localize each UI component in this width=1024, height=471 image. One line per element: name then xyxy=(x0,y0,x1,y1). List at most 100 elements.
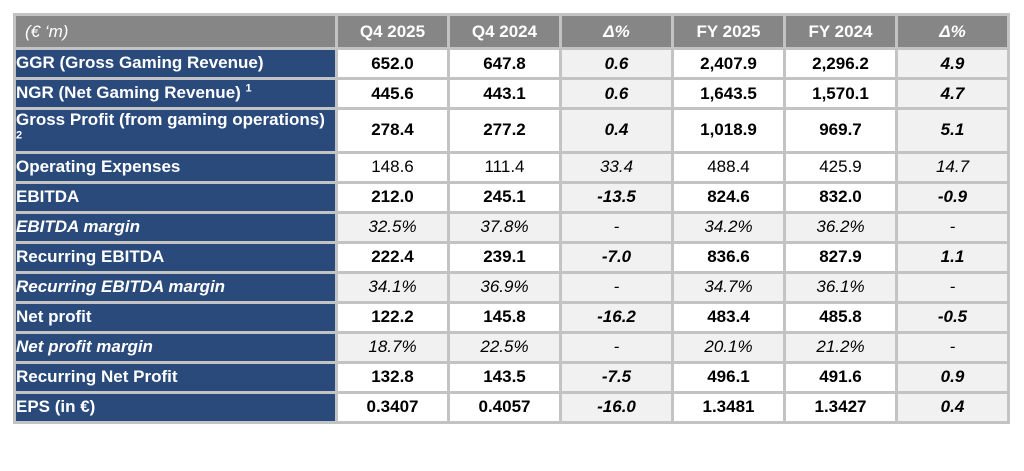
value-cell: 5.1 xyxy=(895,107,1010,154)
value-cell: 278.4 xyxy=(335,107,450,154)
row-label: EBITDA margin xyxy=(13,210,338,244)
value-cell: 277.2 xyxy=(447,107,562,154)
value-cell: -7.0 xyxy=(559,240,674,274)
value-cell: 37.8% xyxy=(447,210,562,244)
value-cell: 145.8 xyxy=(447,300,562,334)
row-label-text: Net profit xyxy=(16,307,92,327)
row-label: Operating Expenses xyxy=(13,150,338,184)
row-label-text: Recurring EBITDA margin xyxy=(16,277,226,297)
value-cell: 2,407.9 xyxy=(671,47,786,80)
column-header-fy-2025: FY 2025 xyxy=(671,13,786,50)
row-label-text: Recurring EBITDA xyxy=(16,247,165,267)
value-cell: 0.6 xyxy=(559,47,674,80)
row-label: Recurring EBITDA xyxy=(13,240,338,274)
value-cell: 132.8 xyxy=(335,360,450,394)
value-cell: 245.1 xyxy=(447,180,562,214)
value-cell: 1,018.9 xyxy=(671,107,786,154)
value-cell: 222.4 xyxy=(335,240,450,274)
value-cell: 122.2 xyxy=(335,300,450,334)
row-label-text: Gross Profit (from gaming operations) xyxy=(16,110,325,129)
table-row: EPS (in €) 0.3407 0.4057 -16.0 1.3481 1.… xyxy=(13,390,1010,424)
value-cell: 4.9 xyxy=(895,47,1010,80)
value-cell: 2,296.2 xyxy=(783,47,898,80)
row-label: GGR (Gross Gaming Revenue) xyxy=(13,47,338,80)
row-label-text: Recurring Net Profit xyxy=(16,367,178,387)
value-cell: 18.7% xyxy=(335,330,450,364)
value-cell: - xyxy=(895,210,1010,244)
value-cell: 496.1 xyxy=(671,360,786,394)
value-cell: 832.0 xyxy=(783,180,898,214)
value-cell: 34.2% xyxy=(671,210,786,244)
value-cell: 445.6 xyxy=(335,77,450,110)
table-row: Operating Expenses 148.6 111.4 33.4 488.… xyxy=(13,150,1010,184)
row-label-text: EPS (in €) xyxy=(16,397,96,417)
value-cell: 836.6 xyxy=(671,240,786,274)
value-cell: -13.5 xyxy=(559,180,674,214)
value-cell: 212.0 xyxy=(335,180,450,214)
value-cell: 33.4 xyxy=(559,150,674,184)
value-cell: 969.7 xyxy=(783,107,898,154)
value-cell: - xyxy=(559,270,674,304)
column-header-delta-quarter: Δ% xyxy=(559,13,674,50)
row-label-text: GGR (Gross Gaming Revenue) xyxy=(16,53,264,73)
table-row: Recurring EBITDA 222.4 239.1 -7.0 836.6 … xyxy=(13,240,1010,274)
value-cell: 1.3427 xyxy=(783,390,898,424)
value-cell: 20.1% xyxy=(671,330,786,364)
table-row: Gross Profit (from gaming operations) 2 … xyxy=(13,107,1010,154)
row-label: Net profit xyxy=(13,300,338,334)
table-row: Net profit 122.2 145.8 -16.2 483.4 485.8… xyxy=(13,300,1010,334)
value-cell: 148.6 xyxy=(335,150,450,184)
table-header-row: (€ ‘m) Q4 2025 Q4 2024 Δ% FY 2025 FY 202… xyxy=(13,13,1010,50)
value-cell: 488.4 xyxy=(671,150,786,184)
value-cell: 443.1 xyxy=(447,77,562,110)
row-label-text: EBITDA margin xyxy=(16,217,141,237)
value-cell: 14.7 xyxy=(895,150,1010,184)
column-header-delta-fullyear: Δ% xyxy=(895,13,1010,50)
value-cell: -0.5 xyxy=(895,300,1010,334)
value-cell: 34.7% xyxy=(671,270,786,304)
value-cell: 0.4 xyxy=(559,107,674,154)
row-label: Recurring EBITDA margin xyxy=(13,270,338,304)
table-row: GGR (Gross Gaming Revenue) 652.0 647.8 0… xyxy=(13,47,1010,80)
table-row: EBITDA margin 32.5% 37.8% - 34.2% 36.2% … xyxy=(13,210,1010,244)
financial-results-table: (€ ‘m) Q4 2025 Q4 2024 Δ% FY 2025 FY 202… xyxy=(13,13,1010,424)
value-cell: -7.5 xyxy=(559,360,674,394)
value-cell: 483.4 xyxy=(671,300,786,334)
table-row: Recurring EBITDA margin 34.1% 36.9% - 34… xyxy=(13,270,1010,304)
row-label-superscript: 1 xyxy=(245,82,252,95)
value-cell: 21.2% xyxy=(783,330,898,364)
value-cell: 652.0 xyxy=(335,47,450,80)
row-label: Net profit margin xyxy=(13,330,338,364)
value-cell: 827.9 xyxy=(783,240,898,274)
value-cell: 1.3481 xyxy=(671,390,786,424)
value-cell: - xyxy=(895,330,1010,364)
value-cell: 0.9 xyxy=(895,360,1010,394)
table-body: GGR (Gross Gaming Revenue) 652.0 647.8 0… xyxy=(13,47,1010,424)
row-label: EPS (in €) xyxy=(13,390,338,424)
value-cell: 1,643.5 xyxy=(671,77,786,110)
value-cell: 491.6 xyxy=(783,360,898,394)
value-cell: 36.1% xyxy=(783,270,898,304)
value-cell: 0.4057 xyxy=(447,390,562,424)
row-label-text: NGR (Net Gaming Revenue) xyxy=(16,83,246,103)
value-cell: 1.1 xyxy=(895,240,1010,274)
value-cell: 143.5 xyxy=(447,360,562,394)
value-cell: 0.6 xyxy=(559,77,674,110)
column-header-q4-2024: Q4 2024 xyxy=(447,13,562,50)
table-row: NGR (Net Gaming Revenue) 1 445.6 443.1 0… xyxy=(13,77,1010,110)
row-label: Recurring Net Profit xyxy=(13,360,338,394)
value-cell: -0.9 xyxy=(895,180,1010,214)
column-header-unit: (€ ‘m) xyxy=(13,13,338,50)
table-row: Net profit margin 18.7% 22.5% - 20.1% 21… xyxy=(13,330,1010,364)
value-cell: - xyxy=(559,210,674,244)
value-cell: 34.1% xyxy=(335,270,450,304)
value-cell: 647.8 xyxy=(447,47,562,80)
table-row: Recurring Net Profit 132.8 143.5 -7.5 49… xyxy=(13,360,1010,394)
value-cell: 32.5% xyxy=(335,210,450,244)
column-header-fy-2024: FY 2024 xyxy=(783,13,898,50)
row-label: EBITDA xyxy=(13,180,338,214)
value-cell: - xyxy=(559,330,674,364)
value-cell: 239.1 xyxy=(447,240,562,274)
value-cell: 36.2% xyxy=(783,210,898,244)
